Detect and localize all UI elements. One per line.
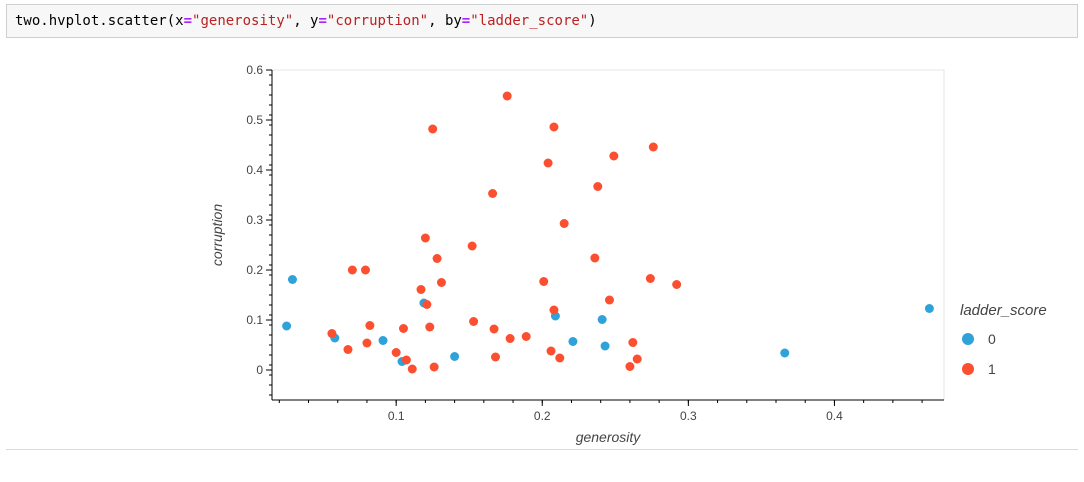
scatter-point-series-1[interactable] — [543, 158, 553, 168]
scatter-point-series-1[interactable] — [436, 278, 446, 287]
equals-op: = — [461, 13, 471, 29]
scatter-point-series-0[interactable] — [450, 352, 460, 361]
y-tick-label: 0.4 — [246, 163, 263, 177]
legend-label-1: 1 — [988, 361, 996, 377]
scatter-point-series-0[interactable] — [378, 336, 388, 345]
legend-marker-1 — [962, 363, 974, 375]
scatter-point-series-1[interactable] — [489, 324, 499, 334]
scatter-point-series-0[interactable] — [568, 337, 578, 346]
scatter-point-series-1[interactable] — [362, 338, 372, 348]
scatter-point-series-1[interactable] — [407, 364, 417, 374]
legend-label-0: 0 — [988, 331, 996, 347]
scatter-point-series-1[interactable] — [343, 345, 353, 354]
scatter-point-series-0[interactable] — [282, 321, 292, 331]
scatter-point-series-1[interactable] — [549, 305, 559, 315]
arg-x-name: x — [175, 13, 184, 29]
scatter-point-series-1[interactable] — [428, 124, 438, 134]
equals-op: = — [318, 13, 327, 29]
scatter-point-series-1[interactable] — [327, 329, 337, 338]
arg-by-value: "ladder_score" — [470, 13, 589, 29]
scatter-point-series-1[interactable] — [420, 233, 430, 243]
scatter-point-series-0[interactable] — [924, 304, 934, 313]
scatter-point-series-1[interactable] — [469, 317, 479, 326]
y-tick-label: 0.1 — [246, 313, 263, 327]
scatter-point-series-1[interactable] — [604, 295, 614, 305]
x-axis-label: generosity — [576, 429, 642, 445]
y-tick-label: 0.6 — [246, 63, 263, 77]
scatter-point-series-1[interactable] — [559, 219, 569, 228]
scatter-point-series-1[interactable] — [347, 265, 357, 275]
equals-op: = — [183, 13, 193, 29]
scatter-point-series-1[interactable] — [672, 280, 682, 289]
scatter-point-series-0[interactable] — [780, 348, 790, 358]
output-divider — [6, 449, 1078, 450]
scatter-point-series-1[interactable] — [546, 346, 556, 356]
scatter-point-series-1[interactable] — [502, 91, 512, 101]
scatter-point-series-1[interactable] — [416, 285, 426, 294]
scatter-point-series-1[interactable] — [625, 362, 635, 371]
scatter-point-series-1[interactable] — [593, 182, 603, 191]
scatter-chart[interactable]: 0 0.1 0.2 0.3 0.4 0.5 0.6 0.1 0.2 0.3 0.4 generosi… — [0, 40, 1084, 450]
legend-title: ladder_score — [960, 302, 1047, 319]
scatter-point-series-1[interactable] — [648, 142, 658, 152]
scatter-point-series-1[interactable] — [628, 338, 638, 347]
code-line: two.hvplot.scatter(x="generosity", y="co… — [15, 12, 597, 30]
scatter-point-series-1[interactable] — [365, 321, 375, 330]
scatter-point-series-0[interactable] — [600, 341, 610, 351]
scatter-point-series-1[interactable] — [422, 300, 432, 309]
separator: , — [428, 13, 445, 29]
arg-by-name: by — [444, 13, 462, 29]
points-layer — [282, 91, 934, 374]
code-cell[interactable]: two.hvplot.scatter(x="generosity", y="co… — [6, 4, 1078, 38]
scatter-point-series-1[interactable] — [632, 354, 642, 364]
y-tick-label: 0.2 — [246, 263, 263, 277]
x-tick-label: 0.4 — [826, 409, 843, 423]
scatter-point-series-1[interactable] — [590, 253, 600, 263]
scatter-point-series-1[interactable] — [539, 277, 549, 286]
scatter-point-series-0[interactable] — [287, 275, 297, 284]
scatter-point-series-1[interactable] — [505, 334, 515, 343]
axes-layer: 0 0.1 0.2 0.3 0.4 0.5 0.6 0.1 0.2 0.3 0.4 — [246, 63, 944, 423]
arg-y-name: y — [310, 13, 319, 29]
output-area: 0 0.1 0.2 0.3 0.4 0.5 0.6 0.1 0.2 0.3 0.4 generosi… — [0, 40, 1084, 450]
scatter-point-series-1[interactable] — [360, 265, 370, 275]
y-tick-label: 0.5 — [246, 113, 263, 127]
arg-x-value: "generosity" — [192, 13, 294, 29]
x-tick-label: 0.2 — [534, 409, 551, 423]
scatter-point-series-1[interactable] — [391, 348, 401, 357]
scatter-point-series-1[interactable] — [521, 332, 531, 341]
x-tick-label: 0.1 — [388, 409, 405, 423]
scatter-point-series-0[interactable] — [597, 315, 607, 324]
scatter-point-series-1[interactable] — [555, 353, 565, 363]
scatter-point-series-1[interactable] — [401, 355, 411, 365]
scatter-point-series-1[interactable] — [645, 274, 655, 283]
scatter-point-series-1[interactable] — [467, 241, 477, 251]
scatter-point-series-1[interactable] — [429, 362, 439, 372]
x-tick-label: 0.3 — [680, 409, 697, 423]
y-tick-label: 0 — [256, 363, 263, 377]
code-suffix: ) — [588, 13, 597, 29]
scatter-point-series-1[interactable] — [491, 352, 501, 362]
arg-y-value: "corruption" — [326, 13, 429, 29]
scatter-point-series-1[interactable] — [488, 189, 498, 198]
scatter-point-series-1[interactable] — [609, 151, 619, 161]
legend-marker-0 — [962, 333, 974, 345]
scatter-point-series-1[interactable] — [425, 322, 435, 332]
separator: , — [293, 13, 311, 29]
y-tick-label: 0.3 — [246, 213, 263, 227]
scatter-point-series-1[interactable] — [398, 324, 408, 333]
legend: ladder_score 0 1 — [946, 280, 1076, 394]
scatter-point-series-1[interactable] — [549, 122, 559, 132]
code-prefix: two.hvplot.scatter( — [15, 13, 176, 29]
plot-area — [271, 69, 945, 401]
scatter-point-series-1[interactable] — [432, 254, 442, 263]
y-axis-label: corruption — [209, 204, 225, 266]
